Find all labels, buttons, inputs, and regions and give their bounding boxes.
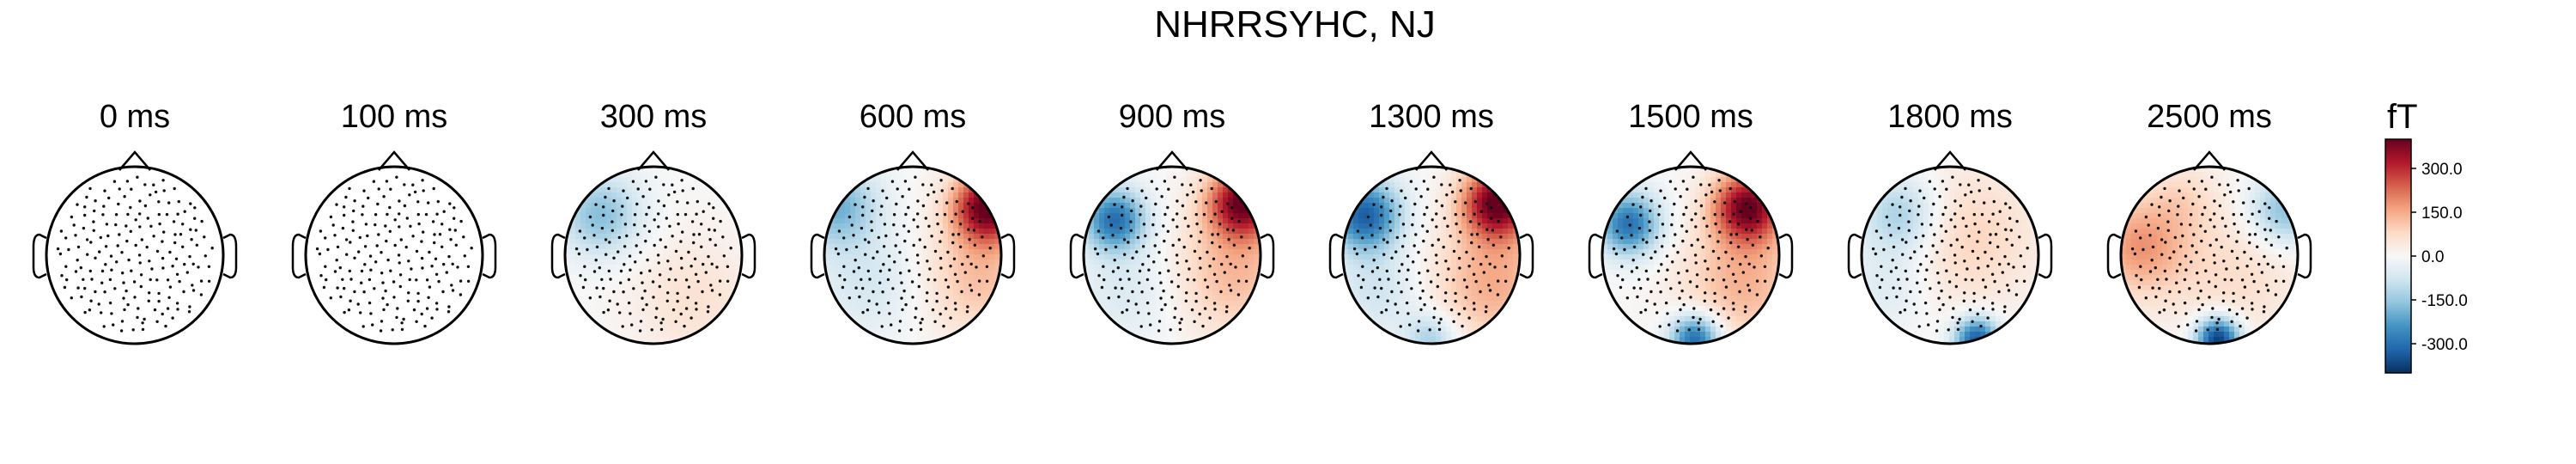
nose-outline	[1934, 150, 1966, 171]
left-ear-outline	[1847, 233, 1862, 279]
nose-outline	[1415, 150, 1448, 171]
right-ear-outline	[2297, 233, 2312, 279]
sensor-dots	[56, 175, 214, 333]
right-ear-outline	[741, 233, 756, 279]
sensor-dots	[2130, 175, 2288, 333]
topomap-time-label: 1500 ms	[1628, 99, 1753, 135]
colorbar-tick-label: 150.0	[2421, 205, 2463, 223]
nose-outline	[896, 150, 929, 171]
topomap-field	[306, 167, 483, 344]
topomap-1500ms: 1500 ms	[1588, 99, 1794, 345]
topomap-panels: 0 ms 100 ms 300 ms 600 ms 900 ms 1300 ms 1500 …	[32, 99, 2312, 345]
right-ear-outline	[222, 233, 238, 279]
colorbar: fT 300.0 150.0 0.0 -150.0 -300.0	[2385, 98, 2468, 374]
colorbar-gradient	[2385, 138, 2412, 374]
left-ear-outline	[32, 233, 47, 279]
head-outline	[1601, 165, 1781, 345]
topomap-2500ms: 2500 ms	[2106, 99, 2312, 345]
head-outline	[563, 165, 744, 345]
head-outline	[1082, 165, 1262, 345]
nose-outline	[1674, 150, 1707, 171]
head-outline	[1341, 165, 1522, 345]
right-ear-outline	[2038, 233, 2053, 279]
topomap-time-label: 2500 ms	[2147, 99, 2272, 135]
topomap-time-label: 1800 ms	[1887, 99, 2013, 135]
head-outline	[1860, 165, 2040, 345]
topomap-100ms: 100 ms	[291, 99, 497, 345]
left-ear-outline	[550, 233, 566, 279]
topomap-time-label: 100 ms	[341, 99, 448, 135]
topomap-time-label: 900 ms	[1119, 99, 1226, 135]
left-ear-outline	[291, 233, 307, 279]
colorbar-tick-label: 300.0	[2421, 161, 2463, 179]
topomap-time-label: 0 ms	[100, 99, 170, 135]
topomap-time-label: 300 ms	[600, 99, 708, 135]
colorbar-unit-label: fT	[2387, 98, 2418, 136]
topomap-600ms: 600 ms	[810, 99, 1016, 345]
colorbar-tick-label: 0.0	[2421, 248, 2444, 266]
head-outline	[2119, 165, 2300, 345]
topomap-field	[46, 167, 223, 344]
right-ear-outline	[1000, 233, 1016, 279]
colorbar-tick-label: -300.0	[2421, 336, 2468, 354]
head-outline	[304, 165, 484, 345]
topomap-0ms: 0 ms	[32, 99, 238, 345]
nose-outline	[1156, 150, 1188, 171]
right-ear-outline	[482, 233, 497, 279]
right-ear-outline	[1519, 233, 1534, 279]
colorbar-tick-label: -150.0	[2421, 292, 2468, 310]
sensor-dots	[1871, 175, 2029, 333]
nose-outline	[118, 150, 151, 171]
sensor-dots	[834, 175, 992, 333]
sensor-dots	[574, 175, 732, 333]
right-ear-outline	[1260, 233, 1275, 279]
sensor-dots	[1612, 175, 1770, 333]
topomap-time-label: 600 ms	[860, 99, 967, 135]
nose-outline	[2193, 150, 2226, 171]
topomap-time-label: 1300 ms	[1369, 99, 1494, 135]
figure-title: NHRRSYHC, NJ	[1154, 3, 1436, 46]
left-ear-outline	[2106, 233, 2122, 279]
left-ear-outline	[810, 233, 825, 279]
sensor-dots	[1093, 175, 1251, 333]
sensor-dots	[1352, 175, 1510, 333]
left-ear-outline	[1588, 233, 1603, 279]
topomap-1300ms: 1300 ms	[1328, 99, 1534, 345]
topomap-1800ms: 1800 ms	[1847, 99, 2053, 345]
left-ear-outline	[1069, 233, 1084, 279]
topomap-900ms: 900 ms	[1069, 99, 1275, 345]
head-outline	[45, 165, 225, 345]
nose-outline	[637, 150, 670, 171]
left-ear-outline	[1328, 233, 1344, 279]
sensor-dots	[315, 175, 473, 333]
topomap-300ms: 300 ms	[550, 99, 756, 345]
nose-outline	[378, 150, 410, 171]
head-outline	[823, 165, 1003, 345]
right-ear-outline	[1778, 233, 1794, 279]
